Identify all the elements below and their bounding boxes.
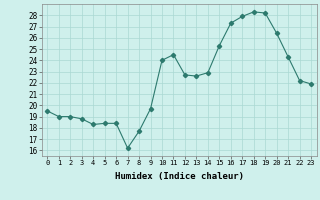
X-axis label: Humidex (Indice chaleur): Humidex (Indice chaleur) — [115, 172, 244, 181]
